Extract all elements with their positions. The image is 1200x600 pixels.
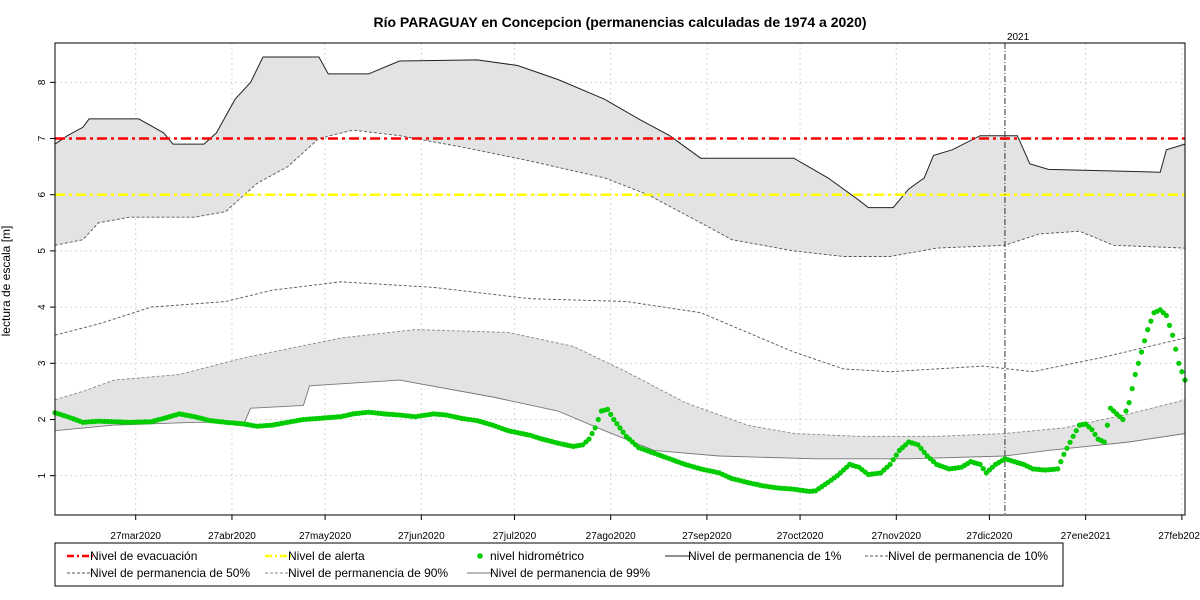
- x-tick-label: 27may2020: [299, 531, 352, 542]
- chart-title: Río PARAGUAY en Concepcion (permanencias…: [373, 14, 866, 30]
- x-tick-label: 27ene2021: [1061, 531, 1111, 542]
- observed-point: [1055, 466, 1061, 472]
- x-tick-label: 27abr2020: [208, 531, 256, 542]
- y-tick-label: 8: [37, 79, 48, 85]
- observed-point: [918, 445, 924, 452]
- observed-point: [1104, 422, 1110, 428]
- series-line-2: [54, 129, 1186, 257]
- x-tick-label: 27oct2020: [777, 531, 824, 542]
- y-axis-label: lectura de escala [m]: [0, 226, 13, 337]
- observed-point: [1058, 459, 1064, 465]
- observed-point: [1123, 408, 1129, 414]
- observed-point: [1067, 439, 1073, 445]
- observed-point: [611, 416, 617, 423]
- legend-label: Nivel de evacuación: [90, 549, 197, 563]
- y-tick-label: 6: [37, 191, 48, 197]
- observed-point: [890, 457, 896, 463]
- plot-frame: [54, 42, 1186, 516]
- observed-point: [614, 421, 620, 427]
- observed-point: [921, 449, 927, 455]
- legend-label: Nivel de permanencia de 99%: [490, 566, 650, 580]
- observed-point: [1073, 428, 1079, 434]
- observed-point: [1163, 312, 1169, 319]
- observed-point: [1135, 360, 1141, 366]
- y-tick-label: 1: [37, 472, 48, 478]
- observed-point: [1101, 439, 1107, 445]
- x-tick-label: 27feb2021: [1158, 531, 1200, 542]
- observed-point: [1166, 322, 1173, 328]
- x-tick-label: 27jul2020: [493, 531, 537, 542]
- legend-label: nivel hidrométrico: [490, 549, 584, 563]
- observed-point: [915, 442, 921, 448]
- band-fill-1: [55, 57, 1185, 257]
- observed-point: [605, 406, 611, 412]
- y-tick-label: 2: [37, 416, 48, 422]
- y-tick-label: 7: [37, 135, 48, 141]
- observed-point: [1173, 346, 1179, 352]
- observed-point: [1138, 349, 1145, 355]
- observed-point: [1126, 400, 1132, 406]
- x-tick-label: 27ago2020: [586, 531, 636, 542]
- y-tick-label: 4: [37, 304, 48, 310]
- legend-box: [54, 542, 1064, 587]
- x-tick-label: 27dic2020: [966, 531, 1013, 542]
- legend-label: Nivel de permanencia de 90%: [288, 566, 448, 580]
- observed-point: [595, 416, 601, 423]
- legend-label: Nivel de permanencia de 50%: [90, 566, 250, 580]
- observed-point: [608, 411, 614, 417]
- observed-point: [1064, 445, 1070, 451]
- observed-point: [1129, 386, 1135, 392]
- observed-point: [1070, 433, 1076, 439]
- observed-point: [592, 425, 598, 431]
- observed-point: [893, 452, 899, 458]
- legend-label: Nivel de permanencia de 1%: [688, 549, 842, 563]
- observed-point: [887, 461, 893, 467]
- observed-point: [1089, 427, 1095, 433]
- observed-point: [1170, 332, 1176, 338]
- observed-point: [589, 430, 595, 437]
- y-tick-label: 3: [37, 360, 48, 366]
- observed-point: [1132, 371, 1138, 378]
- observed-point: [1142, 338, 1148, 344]
- observed-point: [977, 461, 983, 467]
- observed-point: [586, 436, 592, 442]
- year-marker-label: 2021: [1007, 32, 1030, 43]
- observed-point: [620, 429, 626, 435]
- x-tick-label: 27mar2020: [110, 531, 161, 542]
- observed-point: [1176, 360, 1182, 366]
- observed-point: [980, 466, 986, 472]
- x-tick-label: 27sep2020: [682, 531, 732, 542]
- band-fill-2: [55, 329, 1185, 459]
- observed-point: [1145, 327, 1151, 333]
- legend-label: Nivel de permanencia de 10%: [888, 549, 1048, 563]
- x-tick-label: 27nov2020: [872, 531, 922, 542]
- observed-point: [1179, 369, 1185, 375]
- observed-point: [617, 425, 623, 431]
- plot-area: 2021 1 2 3 4 5 6 7 8 27mar2020 27abr2020 27may2020 2…: [37, 32, 1200, 542]
- observed-point: [1120, 416, 1126, 423]
- series-line-1: [54, 56, 1186, 209]
- legend-label: Nivel de alerta: [288, 549, 365, 563]
- observed-point: [1148, 318, 1154, 324]
- y-tick-label: 5: [37, 248, 48, 254]
- legend: Nivel de evacuación Nivel de alerta nivel …: [54, 542, 1064, 587]
- series-line-3: [54, 281, 1186, 373]
- x-tick-label: 27jun2020: [398, 531, 445, 542]
- observed-point: [1092, 431, 1098, 437]
- observed-point: [1061, 451, 1067, 457]
- legend-symbol: [477, 553, 483, 559]
